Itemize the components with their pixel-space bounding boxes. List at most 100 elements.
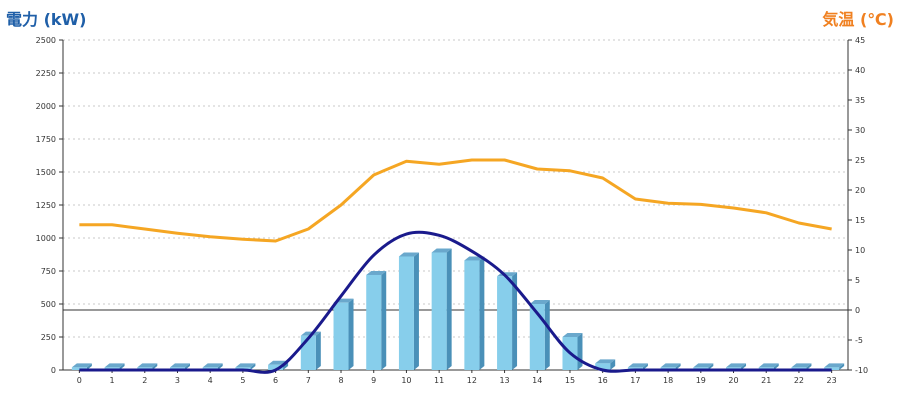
bar-top xyxy=(726,363,747,368)
bar-top xyxy=(431,248,452,253)
bar-side xyxy=(446,248,452,370)
x-tick-label: 19 xyxy=(696,376,706,385)
bar-side xyxy=(217,363,223,370)
x-tick-label: 1 xyxy=(110,376,115,385)
right-tick-label: 5 xyxy=(855,276,860,285)
temperature-line xyxy=(79,158,832,243)
left-tick-label: 2250 xyxy=(36,69,56,78)
power-bar xyxy=(529,304,545,370)
right-tick-label: 20 xyxy=(855,186,865,195)
power-bar xyxy=(268,364,284,370)
power-bar xyxy=(595,363,611,370)
bar-side xyxy=(184,363,190,370)
x-tick-label: 21 xyxy=(761,376,771,385)
bar-side xyxy=(381,270,387,370)
bar-top xyxy=(791,363,812,368)
bar-top xyxy=(529,300,550,304)
power-curve-line xyxy=(79,230,832,374)
right-tick-label: 25 xyxy=(855,156,865,165)
bar-top xyxy=(169,363,190,368)
bar-top xyxy=(366,270,387,275)
right-tick-label: 0 xyxy=(855,306,860,315)
bar-side xyxy=(773,363,779,370)
bar-side xyxy=(642,363,648,370)
bar-side xyxy=(806,363,812,370)
bar-top xyxy=(104,363,125,368)
x-tick-label: 23 xyxy=(827,376,837,385)
right-tick-label: 15 xyxy=(855,216,865,225)
bar-top xyxy=(398,252,419,257)
left-tick-label: 500 xyxy=(41,300,56,309)
x-tick-label: 7 xyxy=(306,376,311,385)
power-bar xyxy=(300,335,316,370)
x-tick-label: 8 xyxy=(338,376,343,385)
x-tick-label: 4 xyxy=(208,376,213,385)
x-tick-label: 16 xyxy=(598,376,608,385)
bar-top xyxy=(137,363,158,368)
x-tick-label: 10 xyxy=(401,376,411,385)
right-tick-label: 30 xyxy=(855,126,865,135)
x-tick-label: 0 xyxy=(77,376,82,385)
bar-side xyxy=(839,363,845,370)
left-tick-label: 1750 xyxy=(36,135,56,144)
bar-top xyxy=(660,363,681,368)
bar-side xyxy=(119,363,125,370)
x-tick-label: 17 xyxy=(630,376,640,385)
right-axis-title: 気温 (℃) xyxy=(822,10,894,29)
left-tick-label: 2500 xyxy=(36,36,56,45)
left-tick-label: 0 xyxy=(51,366,56,375)
right-tick-label: -5 xyxy=(855,336,863,345)
bar-side xyxy=(610,359,616,370)
right-tick-label: 10 xyxy=(855,246,865,255)
bar-side xyxy=(577,333,583,370)
bar-side xyxy=(512,272,518,370)
x-tick-label: 11 xyxy=(434,376,444,385)
x-tick-label: 3 xyxy=(175,376,180,385)
x-tick-label: 20 xyxy=(728,376,738,385)
bar-side xyxy=(348,298,354,370)
left-tick-label: 2000 xyxy=(36,102,56,111)
bar-top xyxy=(758,363,779,368)
x-tick-label: 2 xyxy=(142,376,147,385)
power-bar xyxy=(333,302,349,370)
bar-top xyxy=(595,359,616,364)
x-tick-label: 22 xyxy=(794,376,804,385)
bar-side xyxy=(152,363,158,370)
bar-top xyxy=(693,363,714,368)
x-tick-label: 15 xyxy=(565,376,575,385)
x-tick-label: 13 xyxy=(499,376,509,385)
bar-side xyxy=(86,363,92,370)
x-tick-label: 14 xyxy=(532,376,542,385)
bar-top xyxy=(71,363,92,368)
x-tick-label: 18 xyxy=(663,376,673,385)
right-tick-label: -10 xyxy=(855,366,868,375)
bar-side xyxy=(479,256,485,370)
left-tick-label: 1500 xyxy=(36,168,56,177)
left-axis-title: 電力 (kW) xyxy=(6,10,87,29)
bar-side xyxy=(741,363,747,370)
bar-side xyxy=(708,363,714,370)
bar-side xyxy=(675,363,681,370)
right-tick-label: 35 xyxy=(855,96,865,105)
bar-side xyxy=(544,300,550,370)
bar-side xyxy=(413,252,419,370)
x-tick-label: 6 xyxy=(273,376,278,385)
bar-top xyxy=(562,333,583,337)
bar-top xyxy=(202,363,223,368)
power-bar xyxy=(431,252,447,370)
x-tick-label: 5 xyxy=(240,376,245,385)
bar-top xyxy=(235,363,256,368)
power-bar xyxy=(497,276,513,370)
left-tick-label: 250 xyxy=(41,333,56,342)
power-bar xyxy=(398,256,414,370)
bar-side xyxy=(315,331,321,370)
x-tick-label: 12 xyxy=(467,376,477,385)
x-tick-label: 9 xyxy=(371,376,376,385)
bar-top xyxy=(627,363,648,368)
bar-top xyxy=(824,363,845,368)
power-bar xyxy=(464,260,480,370)
left-tick-label: 1000 xyxy=(36,234,56,243)
left-tick-label: 1250 xyxy=(36,201,56,210)
